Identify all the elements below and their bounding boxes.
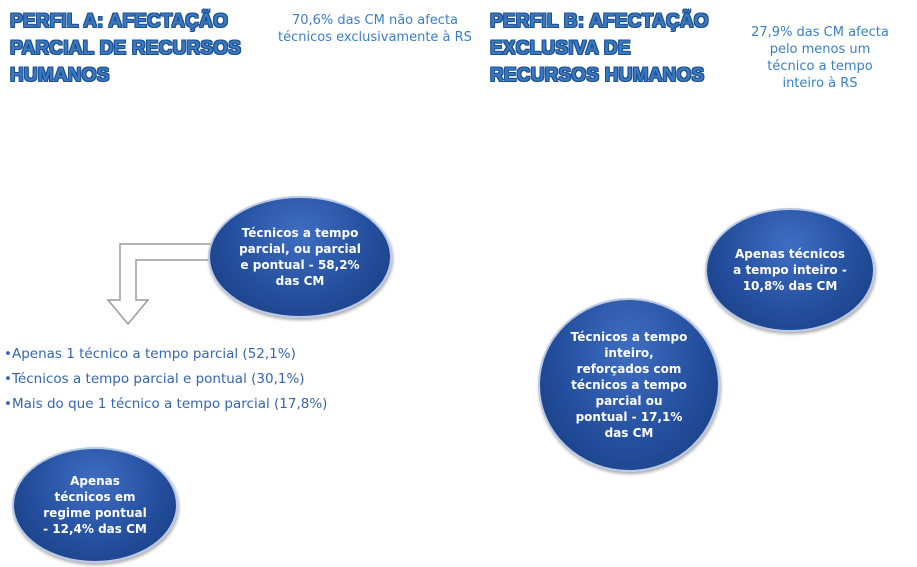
node-label: Técnicos a tempo parcial, ou parcial e p… [239,226,361,288]
ellipse-node: Técnicos a tempo parcial, ou parcial e p… [208,196,392,318]
ellipse-node: Apenas técnicos em regime pontual - 12,4… [12,447,178,563]
profile-title: PERFIL A: AFECTAÇÃO PARCIAL DE RECURSOS … [10,11,242,86]
node-label: Apenas técnicos a tempo inteiro - 10,8% … [733,247,847,293]
profile-note: 70,6% das CM não afecta técnicos exclusi… [278,13,472,45]
bullet: Apenas 1 técnico a tempo parcial (52,1%) [4,342,327,367]
node-label: Técnicos a tempo inteiro, reforçados com… [570,330,688,440]
profile-note: 27,9% das CM afecta pelo menos um técnic… [751,25,889,91]
bullet-list: Apenas 1 técnico a tempo parcial (52,1%)… [4,342,327,417]
profile-title: PERFIL B: AFECTAÇÃO EXCLUSIVA DE RECURSO… [490,11,709,86]
bullet: Mais do que 1 técnico a tempo parcial (1… [4,392,327,417]
bullet: Técnicos a tempo parcial e pontual (30,1… [4,367,327,392]
node-label: Apenas técnicos em regime pontual - 12,4… [43,474,147,536]
ellipse-node: Técnicos a tempo inteiro, reforçados com… [538,298,720,472]
bent-arrow [106,243,213,326]
ellipse-node: Apenas técnicos a tempo inteiro - 10,8% … [705,208,875,332]
